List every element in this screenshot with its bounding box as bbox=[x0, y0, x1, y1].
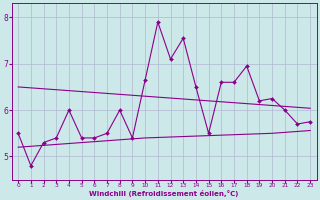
X-axis label: Windchill (Refroidissement éolien,°C): Windchill (Refroidissement éolien,°C) bbox=[90, 190, 239, 197]
